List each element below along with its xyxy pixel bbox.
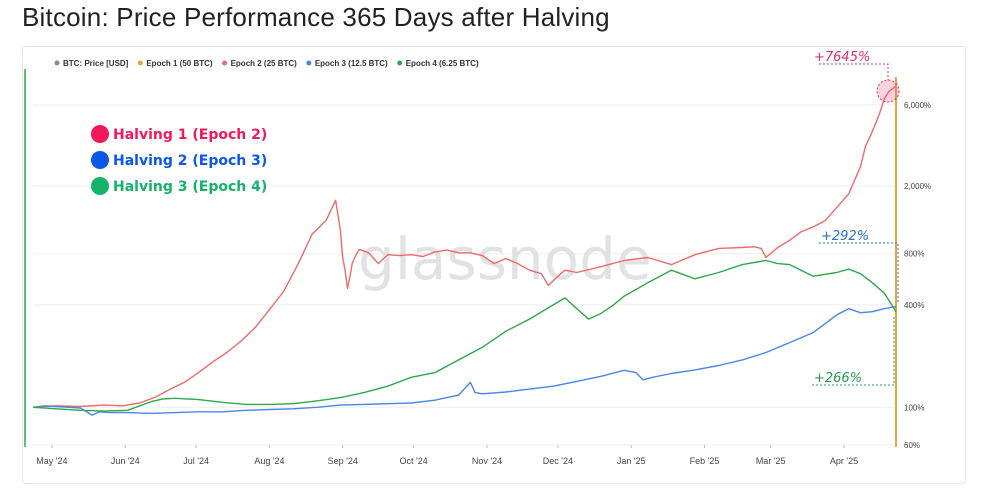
page-title: Bitcoin: Price Performance 365 Days afte…: [22, 2, 610, 32]
legend-label-2: Epoch 2 (25 BTC): [231, 59, 298, 68]
halving-legend-dot-1: [91, 151, 109, 169]
legend-swatch-0: [54, 60, 60, 66]
series-line-epoch-3-12-5-btc: [32, 305, 897, 416]
annotation-leader-0: [819, 63, 889, 81]
x-tick-label-7: Dec '24: [543, 456, 573, 466]
x-tick-label-6: Nov '24: [472, 456, 502, 466]
legend-item-2[interactable]: Epoch 2 (25 BTC): [222, 59, 297, 68]
x-tick-label-2: Jul '24: [183, 456, 209, 466]
chart-card: glassnode BTC: Price [USD] Epoch 1 (50 BT…: [22, 46, 966, 484]
grid-lines: [33, 104, 896, 446]
legend-swatch-2: [222, 60, 228, 66]
legend-item-0[interactable]: BTC: Price [USD]: [54, 59, 129, 68]
series-line-epoch-2-25-btc: [32, 85, 897, 408]
chart-canvas: glassnode BTC: Price [USD] Epoch 1 (50 BT…: [24, 50, 931, 466]
halving-legend-item-2: Halving 3 (Epoch 4): [91, 177, 267, 195]
x-tick-label-4: Sep '24: [328, 456, 358, 466]
x-tick-label-9: Feb '25: [690, 456, 720, 466]
x-tick-label-5: Oct '24: [400, 456, 428, 466]
y-tick-label-2: 400%: [904, 301, 924, 310]
x-tick-label-0: May '24: [36, 456, 67, 466]
legend-swatch-3: [306, 60, 312, 66]
x-tick-label-10: Mar '25: [756, 456, 786, 466]
halving-legend-label-2: Halving 3 (Epoch 4): [113, 179, 267, 195]
annotation-leader-2: [812, 315, 895, 386]
annotation-epoch2-gain: +7645%: [814, 50, 870, 65]
legend-label-4: Epoch 4 (6.25 BTC): [406, 59, 479, 68]
halving-legend-dot-2: [91, 177, 109, 195]
legend-top: BTC: Price [USD] Epoch 1 (50 BTC) Epoch 2 …: [54, 59, 479, 68]
legend-label-1: Epoch 1 (50 BTC): [146, 59, 213, 68]
halving-legend-item-1: Halving 2 (Epoch 3): [91, 151, 267, 169]
legend-label-3: Epoch 3 (12.5 BTC): [315, 59, 388, 68]
x-tick-label-3: Aug '24: [254, 456, 284, 466]
x-tick-label-1: Jun '24: [111, 456, 140, 466]
annotations: +7645% +292% +266%: [812, 50, 900, 386]
y-tick-label-1: 100%: [904, 403, 924, 412]
halving-legend-label-0: Halving 1 (Epoch 2): [113, 127, 267, 143]
y-tick-label-4: 2,000%: [904, 182, 931, 191]
annotation-epoch4-gain: +266%: [814, 371, 862, 386]
x-tick-label-8: Jan '25: [617, 456, 646, 466]
axes: 60% 100% 400% 800% 2,000% 6,000% May '24 Jun '2…: [24, 69, 931, 466]
y-tick-label-0: 60%: [904, 441, 920, 450]
peak-highlight-circle: [876, 79, 900, 103]
legend-halvings: Halving 1 (Epoch 2) Halving 2 (Epoch 3) Ha…: [91, 125, 267, 195]
legend-item-1[interactable]: Epoch 1 (50 BTC): [137, 59, 213, 68]
y-tick-label-5: 6,000%: [904, 101, 931, 110]
halving-legend-label-1: Halving 2 (Epoch 3): [113, 153, 267, 169]
halving-legend-item-0: Halving 1 (Epoch 2): [91, 125, 267, 143]
legend-swatch-1: [137, 60, 143, 66]
series-line-epoch-4-6-25-btc: [32, 259, 897, 412]
annotation-epoch3-gain: +292%: [821, 229, 869, 244]
legend-swatch-4: [397, 60, 403, 66]
legend-item-4[interactable]: Epoch 4 (6.25 BTC): [397, 59, 479, 68]
y-tick-label-3: 800%: [904, 250, 924, 259]
legend-item-3[interactable]: Epoch 3 (12.5 BTC): [306, 59, 388, 68]
x-tick-label-11: Apr '25: [830, 456, 858, 466]
legend-label-0: BTC: Price [USD]: [63, 59, 129, 68]
halving-legend-dot-0: [91, 125, 109, 143]
series-lines: [32, 85, 897, 416]
